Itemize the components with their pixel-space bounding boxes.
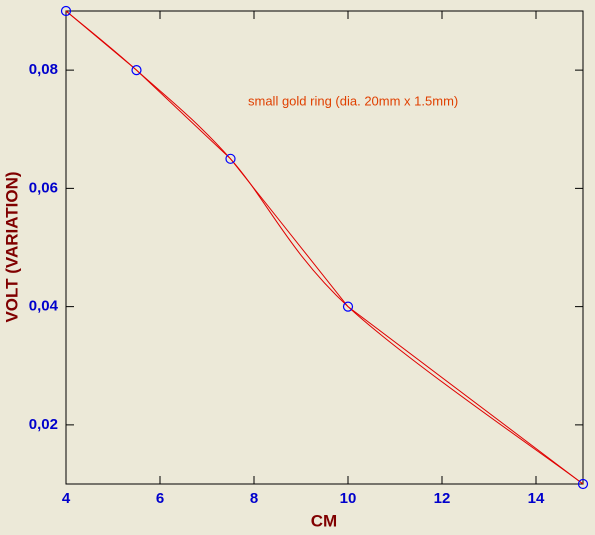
y-tick-label: 0,02 xyxy=(29,416,58,433)
x-tick-label: 4 xyxy=(62,490,71,507)
point-marker xyxy=(342,301,354,312)
x-tick-label: 6 xyxy=(156,490,164,507)
annotation: small gold ring (dia. 20mm x 1.5mm) xyxy=(248,93,458,108)
spline-line xyxy=(65,10,584,485)
x-tick-label: 8 xyxy=(250,490,258,507)
y-tick-label: 0,06 xyxy=(29,179,58,196)
y-axis-title: VOLT (VARIATION) xyxy=(2,171,21,322)
point-marker xyxy=(131,65,142,76)
x-tick-label: 12 xyxy=(434,490,451,507)
x-tick-label: 10 xyxy=(340,490,357,507)
plot-layer: 4 6 8 10 12 14 0,02 0,04 0,06 0,08 xyxy=(29,5,589,507)
point-marker xyxy=(577,478,589,490)
x-axis-title: CM xyxy=(311,511,337,530)
x-tick-label: 14 xyxy=(528,490,545,507)
point-marker xyxy=(225,153,236,164)
y-tick-label: 0,04 xyxy=(29,298,59,315)
point-marker xyxy=(60,5,72,17)
plot-frame xyxy=(65,10,584,485)
y-tick-label: 0,08 xyxy=(29,61,58,78)
